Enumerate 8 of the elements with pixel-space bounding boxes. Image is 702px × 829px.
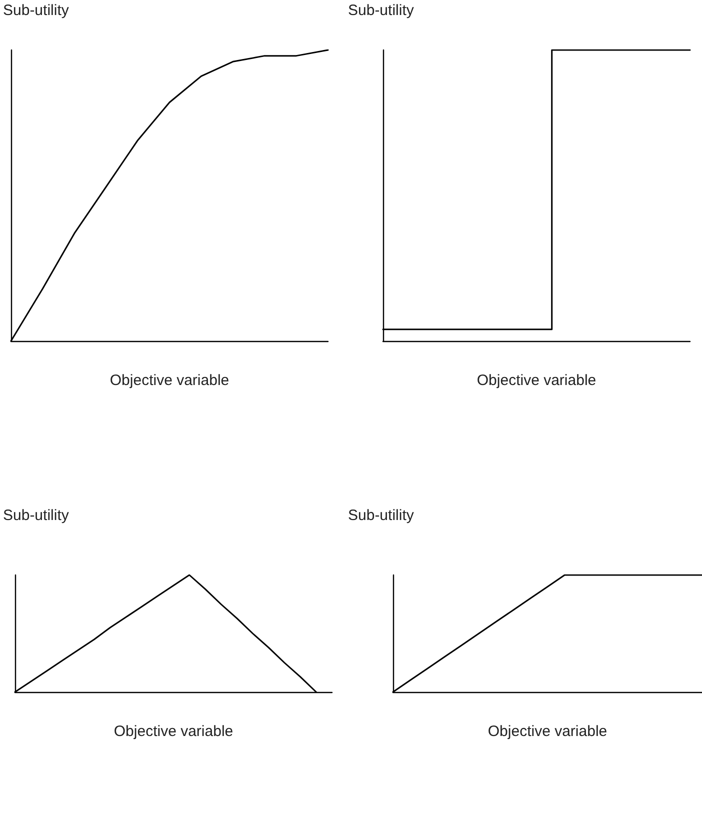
x-axis-title: Objective variable	[476, 372, 596, 389]
y-axis-title: Sub-utility	[3, 2, 70, 19]
x-axis-title: Objective variable	[114, 723, 234, 740]
y-axis-title: Sub-utility	[3, 507, 70, 524]
x-axis-title: Objective variable	[110, 372, 230, 389]
y-axis-title: Sub-utility	[348, 507, 414, 524]
y-axis-title: Sub-utility	[348, 2, 414, 19]
x-axis-title: Objective variable	[488, 723, 608, 740]
